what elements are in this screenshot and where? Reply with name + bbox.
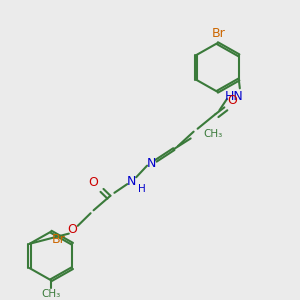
Text: CH₃: CH₃ (204, 129, 223, 139)
Text: O: O (88, 176, 98, 189)
Text: H: H (138, 184, 146, 194)
Text: O: O (227, 94, 237, 107)
Text: CH₃: CH₃ (41, 289, 61, 299)
Text: N: N (127, 175, 136, 188)
Text: N: N (146, 157, 156, 170)
Text: Br: Br (212, 27, 225, 40)
Text: Br: Br (52, 233, 65, 246)
Text: O: O (67, 223, 77, 236)
Text: HN: HN (224, 90, 243, 103)
